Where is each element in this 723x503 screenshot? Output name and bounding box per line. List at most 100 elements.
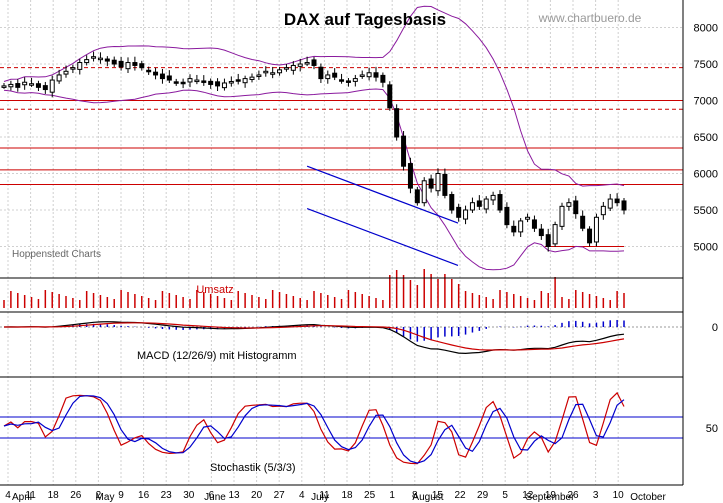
- trend-channel-upper: [306, 165, 459, 224]
- candle-body: [153, 71, 159, 76]
- x-tick-label: 19: [545, 490, 557, 501]
- candle-body: [29, 83, 35, 86]
- candle-body: [70, 67, 76, 70]
- x-tick-label: 15: [432, 490, 444, 501]
- candle-body: [304, 62, 310, 65]
- candle-body: [607, 198, 613, 209]
- x-tick-label: 18: [341, 490, 353, 501]
- x-tick-label: 3: [593, 490, 599, 501]
- month-label: August: [412, 492, 443, 503]
- candle-body: [77, 62, 83, 70]
- candle-body: [518, 220, 524, 233]
- candle-body: [421, 180, 427, 204]
- candle-body: [111, 59, 117, 65]
- candle-body: [125, 62, 131, 70]
- x-tick-label: 30: [183, 490, 195, 501]
- candle-body: [311, 59, 317, 66]
- x-tick-label: 16: [138, 490, 150, 501]
- candle-body: [215, 81, 221, 87]
- candle-body: [469, 202, 475, 211]
- x-tick-label: 23: [161, 490, 173, 501]
- candle-body: [352, 78, 358, 82]
- x-tick-label: 2: [96, 490, 102, 501]
- x-tick-label: 12: [522, 490, 534, 501]
- candle-body: [8, 83, 14, 88]
- candle-body: [35, 83, 41, 88]
- candle-body: [97, 57, 103, 61]
- x-tick-label: 25: [364, 490, 376, 501]
- candle-body: [394, 108, 400, 138]
- month-label: October: [630, 492, 666, 503]
- y-tick-label: 7500: [694, 59, 718, 71]
- y-tick-label: 6500: [694, 132, 718, 144]
- candle-body: [407, 163, 413, 189]
- stochastic-panel: [0, 391, 683, 465]
- candle-body: [263, 70, 269, 74]
- candle-body: [497, 194, 503, 211]
- volume-title: Umsatz: [196, 284, 233, 296]
- month-label: April: [12, 492, 32, 503]
- candle-body: [159, 73, 165, 80]
- x-tick-label: 11: [25, 490, 36, 501]
- candle-body: [15, 83, 21, 88]
- x-tick-label: 6: [209, 490, 215, 501]
- candle-body: [139, 63, 145, 69]
- candle-body: [49, 79, 55, 93]
- x-tick-label: 29: [477, 490, 489, 501]
- stochastic-k-line: [3, 391, 625, 465]
- candle-body: [118, 60, 124, 68]
- candle-body: [194, 79, 200, 83]
- candle-body: [373, 72, 379, 78]
- x-tick-label: 10: [613, 490, 625, 501]
- candle-body: [277, 69, 283, 74]
- x-tick-label: 9: [118, 490, 124, 501]
- month-label: June: [204, 492, 226, 503]
- candle-body: [339, 79, 345, 82]
- candle-body: [435, 173, 441, 192]
- candle-body: [208, 80, 214, 85]
- candle-body: [593, 216, 599, 243]
- candle-body: [463, 209, 469, 220]
- x-tick-label: 4: [299, 490, 305, 501]
- candle-body: [345, 80, 351, 83]
- trend-channel-lower: [306, 207, 459, 267]
- source-label: Hoppenstedt Charts: [12, 249, 101, 260]
- candle-body: [249, 76, 255, 80]
- month-label: May: [96, 492, 115, 503]
- month-label: July: [311, 492, 329, 503]
- candle-body: [380, 74, 386, 83]
- candle-body: [442, 173, 448, 196]
- candle-body: [428, 178, 434, 189]
- x-tick-label: 1: [389, 490, 395, 501]
- x-tick-label: 26: [567, 490, 579, 501]
- bollinger-lower-band: [3, 88, 625, 271]
- candle-body: [283, 67, 289, 70]
- candle-body: [511, 225, 517, 233]
- macd-y-tick-label: 0: [712, 322, 718, 334]
- watermark: www.chartbuero.de: [538, 11, 642, 25]
- candle-body: [297, 63, 303, 67]
- candle-body: [538, 228, 544, 237]
- candle-body: [559, 205, 565, 227]
- month-label: September: [526, 492, 576, 503]
- candle-body: [84, 59, 90, 64]
- x-tick-label: 20: [251, 490, 263, 501]
- candle-body: [531, 219, 537, 229]
- candle-body: [476, 200, 482, 207]
- candle-body: [566, 202, 572, 207]
- horizontal-resistance-lines: [0, 67, 683, 247]
- x-tick-label: 13: [228, 490, 240, 501]
- candle-body: [483, 198, 489, 210]
- candle-body: [256, 74, 262, 77]
- chart-title: DAX auf Tagesbasis: [284, 10, 446, 29]
- candle-body: [325, 74, 331, 80]
- panel-frames: [0, 0, 684, 486]
- candle-body: [146, 69, 152, 73]
- macd-title: MACD (12/26/9) mit Histogramm: [137, 350, 297, 362]
- candle-body: [580, 215, 586, 229]
- candle-body: [359, 74, 365, 77]
- candlestick-series: [1, 51, 627, 252]
- candle-body: [332, 72, 338, 78]
- candle-body: [573, 200, 579, 215]
